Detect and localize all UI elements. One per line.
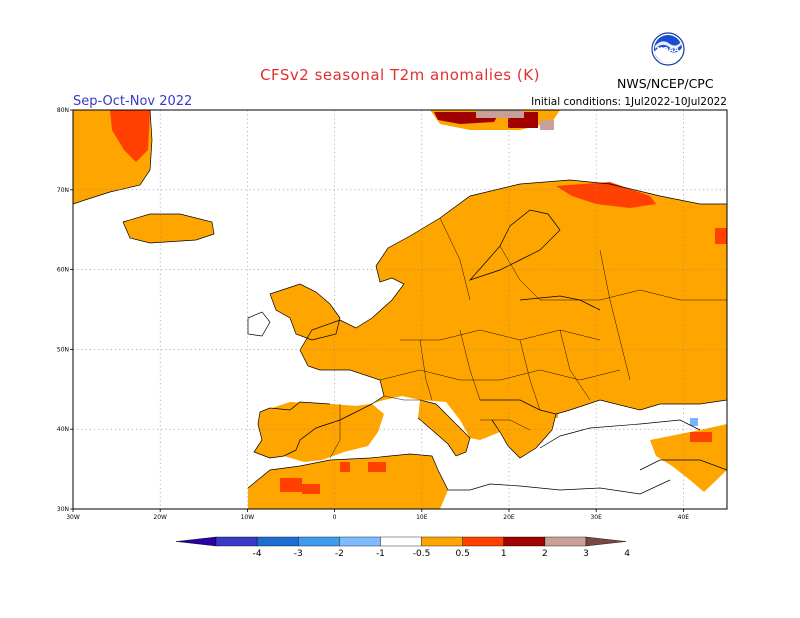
- init-conditions-label: Initial conditions: 1Jul2022-10Jul2022: [531, 96, 727, 108]
- anomaly-field-cool: [690, 418, 698, 426]
- map-title: CFSv2 seasonal T2m anomalies (K): [260, 66, 540, 84]
- colorbar-tick-label: 4: [624, 549, 630, 559]
- colorbar-max-arrow: [585, 536, 627, 547]
- colorbar-segment: [298, 536, 340, 547]
- lon-tick-label: 10E: [416, 514, 428, 521]
- lat-tick-label: 40N: [57, 426, 69, 433]
- lon-tick-label: 20E: [503, 514, 515, 521]
- colorbar-segment: [380, 536, 422, 547]
- lon-tick-label: 30E: [590, 514, 602, 521]
- lat-tick-label: 60N: [57, 267, 69, 274]
- colorbar-segment: [544, 536, 587, 547]
- colorbar-tick-label: 1: [501, 549, 507, 559]
- colorbar-tick-label: -4: [253, 549, 262, 559]
- season-label: Sep-Oct-Nov 2022: [73, 94, 193, 109]
- colorbar-segment: [339, 536, 381, 547]
- noaa-logo-icon: NOAA: [651, 32, 685, 66]
- colorbar-tick-label: 0.5: [456, 549, 470, 559]
- colorbar-tick-label: 3: [583, 549, 589, 559]
- lon-tick-label: 20W: [153, 514, 167, 521]
- colorbar-segment: [503, 536, 546, 547]
- lat-tick-label: 70N: [57, 187, 69, 194]
- noaa-logo-text: NOAA: [657, 46, 680, 54]
- colorbar-segment: [256, 536, 299, 547]
- lon-tick-label: 30W: [66, 514, 80, 521]
- anomaly-field-warm2: [110, 110, 727, 494]
- grid-lines: [73, 110, 727, 509]
- colorbar-min-arrow: [175, 536, 217, 547]
- lat-tick-label: 80N: [57, 107, 69, 114]
- anomaly-field-warm4: [476, 110, 554, 130]
- coastlines: [73, 110, 727, 495]
- lat-tick-label: 30N: [57, 506, 69, 513]
- colorbar-tick-label: -0.5: [413, 549, 431, 559]
- colorbar-segment: [421, 536, 463, 547]
- colorbar-segment: [215, 536, 258, 547]
- lon-tick-label: 0: [333, 514, 337, 521]
- agency-label: NWS/NCEP/CPC: [617, 76, 714, 91]
- colorbar-segment: [462, 536, 504, 547]
- anomaly-field-warm1: [73, 110, 727, 509]
- colorbar-tick-label: 2: [542, 549, 548, 559]
- lon-tick-label: 40E: [678, 514, 690, 521]
- lon-tick-label: 10W: [241, 514, 255, 521]
- country-borders: [329, 217, 727, 459]
- lat-tick-label: 50N: [57, 346, 69, 353]
- colorbar: -4 -3 -2 -1 -0.5 0.5 1 2 3 4: [175, 536, 630, 559]
- colorbar-tick-label: -3: [294, 549, 303, 559]
- colorbar-tick-label: -1: [376, 549, 385, 559]
- colorbar-tick-label: -2: [335, 549, 344, 559]
- axis-ticks: 30W 20W 10W 0 10E 20E 30E 40E 30N 40N 50N 60N 70N 80N: [57, 107, 689, 521]
- map-frame: [72, 109, 728, 510]
